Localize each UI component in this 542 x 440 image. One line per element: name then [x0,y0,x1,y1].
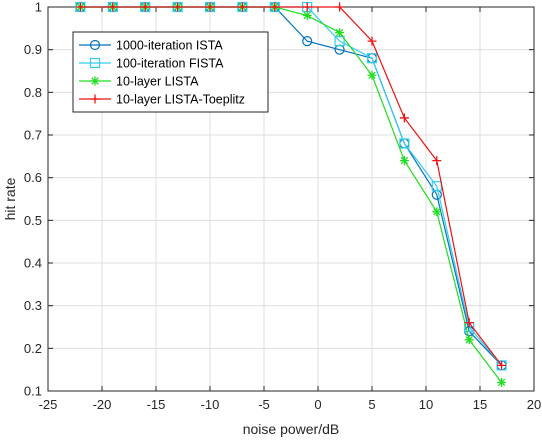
data-point [432,156,442,166]
y-tick-label: 0.6 [24,170,42,185]
x-tick-label: -20 [93,397,112,412]
x-tick-label: -5 [258,397,270,412]
data-point [497,360,507,370]
x-tick-label: 0 [314,397,321,412]
x-tick-label: 10 [419,397,433,412]
y-tick-label: 0.4 [24,256,42,271]
y-tick-label: 0.3 [24,298,42,313]
legend-entry: 10-layer LISTA [79,75,199,89]
axes: -25 -20 -15 -10 -5 0 5 10 15 20 0.1 0.2 0.3 0.4 0.5 0.6… [24,0,541,412]
x-tick-label: -25 [39,397,58,412]
data-point [302,2,312,12]
series-line [80,6,503,366]
y-tick-label: 0.5 [24,213,42,228]
data-point [270,2,280,12]
data-point [173,2,183,12]
data-point [366,53,378,64]
y-tick-label: 0.9 [24,42,42,57]
x-tick-label: -10 [201,397,220,412]
data-point [205,2,215,12]
x-tick-label: 5 [368,397,375,412]
data-point [75,2,85,12]
data-point [302,36,313,47]
data-point [464,318,474,328]
x-tick-label: 20 [527,397,541,412]
y-axis-label: hit rate [2,177,18,220]
data-point [367,36,377,46]
data-point [237,2,247,12]
series-layer [75,1,507,387]
data-point [335,28,345,38]
data-point [367,70,377,80]
data-point [140,2,150,12]
data-point [302,11,312,21]
y-tick-label: 1 [35,0,42,15]
data-point [108,2,118,12]
series-3 [75,2,507,370]
legend-marker [89,57,101,69]
y-tick-label: 0.2 [24,341,42,356]
legend-marker [89,39,101,51]
data-point [431,181,442,192]
x-tick-label: -15 [147,397,166,412]
legend-label: 100-iteration FISTA [116,57,224,71]
y-tick-label: 0.7 [24,128,42,143]
y-tick-label: 0.8 [24,85,42,100]
legend-entry: 10-layer LISTA-Toeplitz [79,93,245,107]
x-tick-label: 15 [473,397,487,412]
data-point [399,113,409,123]
legend-label: 1000-iteration ISTA [116,39,223,53]
legend: 1000-iteration ISTA 100-iteration FISTA 10… [72,31,269,113]
data-point [399,156,409,166]
legend-marker [90,76,100,86]
data-point [335,2,345,12]
data-point [497,377,507,387]
legend-label: 10-layer LISTA-Toeplitz [116,93,245,107]
legend-entry: 100-iteration FISTA [79,57,224,71]
data-point [464,335,474,345]
data-point [399,138,410,149]
legend-label: 10-layer LISTA [116,75,199,89]
legend-entry: 1000-iteration ISTA [79,39,223,53]
y-tick-label: 0.1 [24,384,42,399]
x-axis-label: noise power/dB [243,421,340,437]
legend-marker [90,94,100,104]
data-point [432,207,442,217]
